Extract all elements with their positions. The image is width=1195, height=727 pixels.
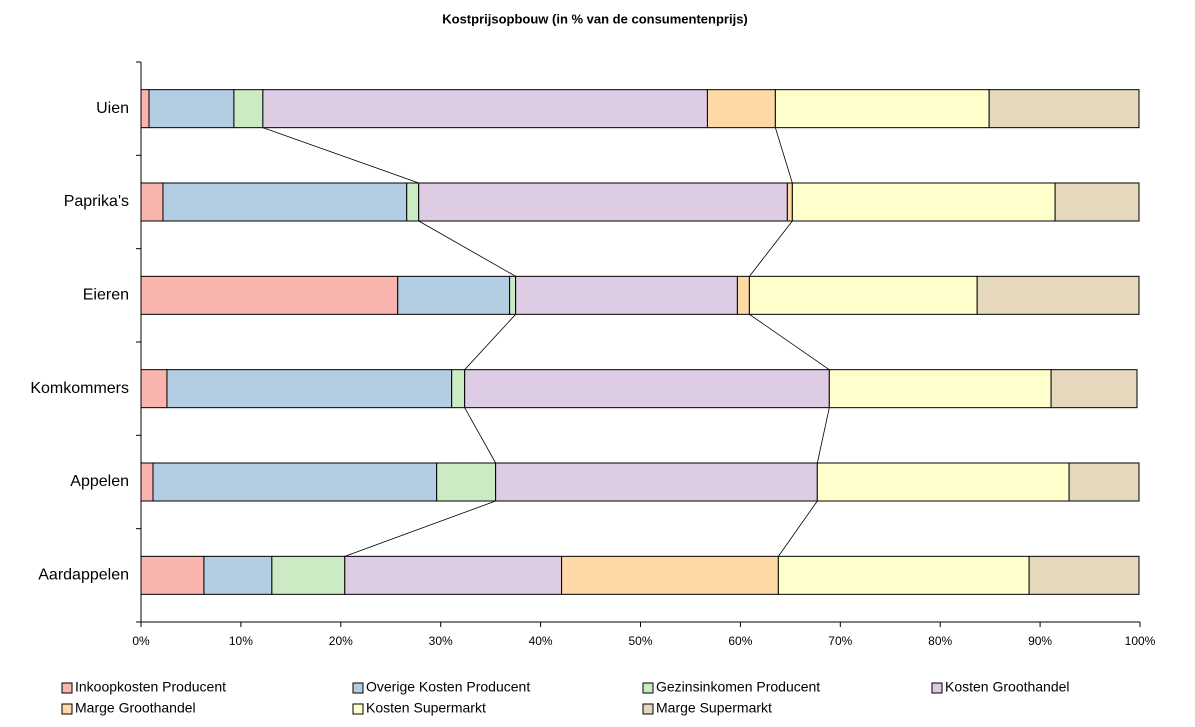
x-tick-label: 80% [928,634,952,648]
y-tick-label: Aardappelen [38,567,129,584]
bar-segment [344,555,563,595]
series-line [778,500,818,557]
bar-segment [148,89,235,129]
bar-segment [271,555,346,595]
y-tick-label: Eieren [83,287,129,304]
series-line [464,407,496,464]
bar-segment [140,89,150,129]
series-line [774,127,793,184]
legend-label: Gezinsinkomen Producent [656,679,820,695]
bar-segment [140,369,168,409]
bar-segment [828,369,1052,409]
bar-segment [706,89,776,129]
bar-segment [976,275,1140,315]
legend-swatch [931,682,943,694]
legend-label: Inkoopkosten Producent [75,679,226,695]
y-tick-label: Appelen [70,473,129,490]
series-line [749,220,793,277]
bar-segment [777,555,1030,595]
y-tick-label: Komkommers [30,380,129,397]
bar-segment [1028,555,1140,595]
bar-segment [1054,182,1140,222]
legend-swatch [352,703,364,715]
series-line [418,220,516,277]
bar-segment [1068,462,1140,502]
bar-segment [786,182,793,222]
legend-label: Kosten Supermarkt [366,700,486,716]
bar-segment [406,182,420,222]
bar-segment [464,369,830,409]
bar-segment [436,462,497,502]
series-line [464,314,516,370]
legend-swatch [642,703,654,715]
x-tick-label: 70% [828,634,852,648]
legend-label: Kosten Groothandel [945,679,1070,695]
bar-segment [791,182,1056,222]
legend-swatch [61,703,73,715]
y-tick-label: Paprika's [64,193,129,210]
legend-swatch [61,682,73,694]
bar-segment [774,89,990,129]
bar-segment [152,462,438,502]
series-line [816,407,830,464]
bar-segment [736,275,750,315]
x-tick-label: 0% [132,634,150,648]
chart-title: Kostprijsopbouw (in % van de consumenten… [442,11,748,26]
bar-segment [203,555,273,595]
bar-segment [397,275,511,315]
bar-segment [162,182,408,222]
x-tick-label: 100% [1125,634,1156,648]
bar-segment [816,462,1070,502]
x-tick-label: 90% [1028,634,1052,648]
bar-segment [140,275,399,315]
bar-segment [988,89,1140,129]
legend-swatch [352,682,364,694]
x-tick-label: 60% [728,634,752,648]
bar-segment [233,89,264,129]
bar-segment [1050,369,1138,409]
series-line [262,127,419,184]
bar-segment [509,275,517,315]
bar-segment [451,369,466,409]
x-tick-label: 40% [529,634,553,648]
bar-segment [561,555,779,595]
x-tick-label: 30% [429,634,453,648]
x-tick-label: 50% [628,634,652,648]
bar-segment [748,275,978,315]
x-tick-label: 10% [229,634,253,648]
y-tick-label: Uien [96,100,129,117]
bar-segment [495,462,818,502]
series-line [749,314,830,370]
x-tick-label: 20% [329,634,353,648]
bar-segment [140,462,154,502]
legend-swatch [642,682,654,694]
bar-segment [140,555,205,595]
legend-label: Overige Kosten Producent [366,679,530,695]
legend-label: Marge Supermarkt [656,700,772,716]
series-line [344,500,496,557]
bar-segment [166,369,453,409]
bar-segment [418,182,788,222]
bar-segment [140,182,164,222]
bar-segment [515,275,738,315]
bar-segment [262,89,708,129]
legend-label: Marge Groothandel [75,700,196,716]
